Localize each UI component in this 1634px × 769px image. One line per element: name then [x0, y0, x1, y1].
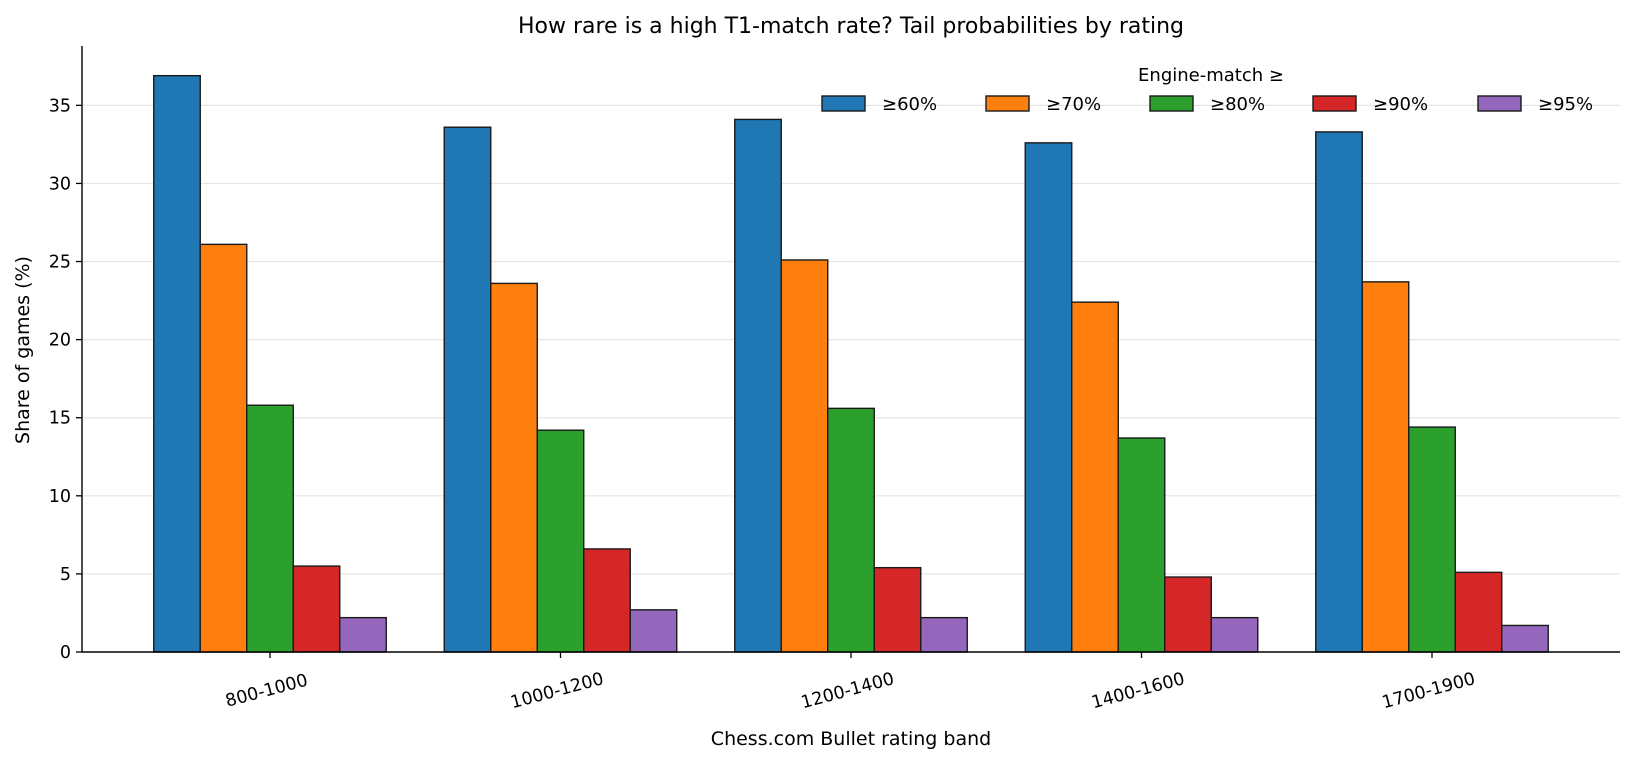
bar — [292, 565, 341, 653]
bar — [1071, 301, 1119, 653]
y-tick-label: 35 — [49, 96, 71, 116]
bar-group — [734, 118, 968, 653]
bar-group — [1024, 142, 1259, 653]
y-tick-label: 10 — [49, 487, 71, 507]
bar — [873, 566, 922, 653]
y-tick-label: 25 — [49, 253, 71, 273]
legend-swatch — [821, 95, 866, 112]
y-axis-label: Share of games (%) — [12, 256, 34, 444]
bar — [734, 118, 782, 653]
bar-group — [443, 126, 678, 653]
legend-label: ≥90% — [1373, 94, 1428, 115]
x-tick-label: 1000-1200 — [509, 669, 606, 713]
bar — [536, 429, 585, 653]
legend-label: ≥70% — [1046, 94, 1101, 115]
bar — [1408, 426, 1456, 653]
legend-item: ≥80% — [1149, 94, 1265, 115]
legend-swatch — [1477, 95, 1522, 112]
y-tick-label: 20 — [49, 331, 71, 351]
legend-item: ≥60% — [821, 94, 937, 115]
x-tick-label: 800-1000 — [223, 671, 310, 712]
bar — [920, 616, 968, 653]
bar — [780, 259, 829, 653]
bar — [1454, 571, 1503, 653]
x-ticks: 800-1000 1000-1200 1200-1400 1400-1600 1700-… — [223, 652, 1477, 713]
bar — [1361, 281, 1410, 653]
bar — [1315, 131, 1363, 653]
y-ticks: 0 5 10 15 20 25 30 35 — [49, 96, 82, 663]
bar — [339, 616, 387, 653]
x-tick-label: 1200-1400 — [799, 669, 896, 713]
legend-label: ≥95% — [1538, 94, 1593, 115]
legend-swatch — [1149, 95, 1194, 112]
bar — [153, 74, 201, 653]
legend-swatch — [985, 95, 1030, 112]
y-tick-label: 5 — [60, 565, 71, 585]
bar — [1117, 437, 1166, 653]
bar — [629, 609, 678, 653]
y-tick-label: 30 — [49, 174, 71, 194]
chart-title: How rare is a high T1-match rate? Tail p… — [518, 14, 1184, 39]
bar — [443, 126, 492, 653]
bar — [1210, 616, 1259, 653]
x-tick-label: 1400-1600 — [1090, 669, 1187, 713]
legend-item: ≥70% — [985, 94, 1101, 115]
bar — [1164, 576, 1212, 653]
bar — [1501, 624, 1549, 653]
y-tick-label: 0 — [60, 643, 71, 663]
legend-label: ≥80% — [1210, 94, 1265, 115]
legend: Engine-match ≥ ≥60% ≥70% ≥80% ≥90% ≥95% — [821, 65, 1593, 115]
bar — [199, 243, 248, 653]
bar — [583, 548, 631, 653]
legend-swatch — [1312, 95, 1357, 112]
bar — [1024, 142, 1073, 653]
legend-item: ≥90% — [1312, 94, 1428, 115]
y-tick-label: 15 — [49, 409, 71, 429]
legend-item: ≥95% — [1477, 94, 1593, 115]
bar — [827, 407, 875, 653]
x-axis-label: Chess.com Bullet rating band — [711, 728, 991, 750]
legend-items: ≥60% ≥70% ≥80% ≥90% ≥95% — [821, 94, 1593, 115]
bars — [153, 74, 1549, 653]
bar-group — [153, 74, 387, 653]
bar — [490, 282, 538, 653]
x-tick-label: 1700-1900 — [1380, 669, 1477, 713]
legend-title: Engine-match ≥ — [1138, 65, 1284, 86]
legend-label: ≥60% — [882, 94, 937, 115]
bar — [246, 404, 294, 653]
